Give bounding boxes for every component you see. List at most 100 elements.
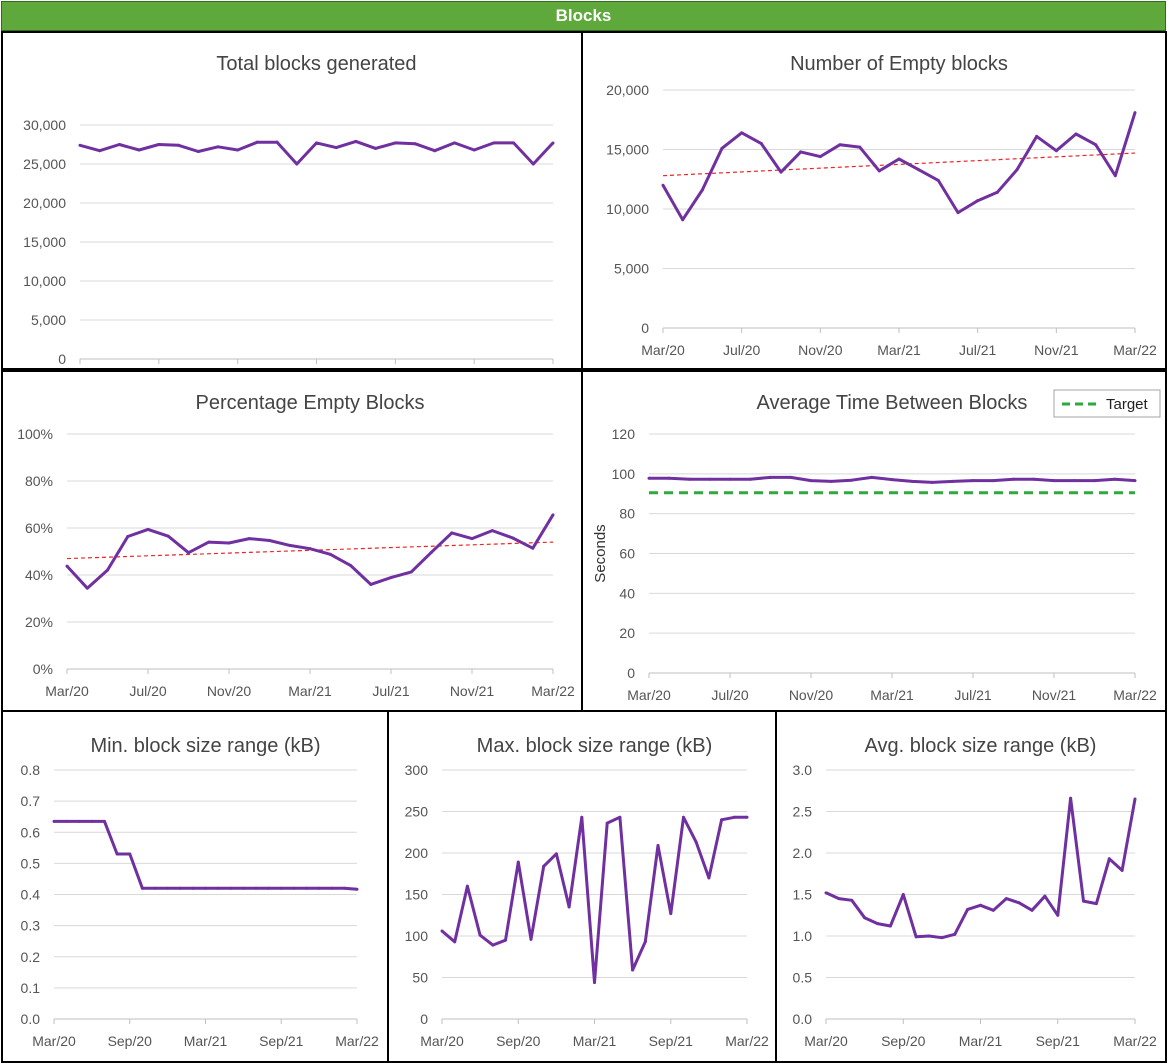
x-tick-label: Mar/20	[641, 342, 685, 358]
data-series-line	[661, 112, 1137, 222]
data-point	[191, 886, 195, 890]
x-tick-label: Mar/21	[877, 342, 921, 358]
legend-label: Target	[1106, 396, 1149, 413]
data-point	[153, 886, 157, 890]
y-tick-label: 2.5	[793, 804, 813, 820]
data-point	[809, 479, 813, 483]
data-point	[65, 564, 69, 568]
chart-title: Avg. block size range (kB)	[865, 735, 1097, 757]
x-tick-label: Mar/20	[420, 1033, 464, 1049]
data-point	[1133, 111, 1137, 115]
data-point	[433, 149, 437, 153]
data-point	[656, 844, 660, 848]
y-tick-label: 10,000	[606, 201, 649, 217]
y-tick-label: 25,000	[23, 156, 66, 172]
data-point	[940, 936, 944, 940]
x-tick-label: Jul/21	[954, 687, 992, 703]
x-tick-label: Mar/21	[959, 1033, 1003, 1049]
x-tick-label: Mar/21	[184, 1033, 228, 1049]
data-point	[707, 876, 711, 880]
data-point	[837, 897, 841, 901]
y-tick-label: 0.1	[21, 980, 41, 996]
data-point	[453, 940, 457, 944]
data-point	[292, 886, 296, 890]
data-point	[227, 541, 231, 545]
data-point	[593, 980, 596, 984]
data-point	[661, 183, 665, 187]
data-point	[976, 199, 980, 203]
max-size-chart: Max. block size range (kB) 0 50 100 150 200 25…	[405, 735, 769, 1049]
data-point	[196, 150, 200, 154]
data-point	[890, 478, 894, 482]
data-point	[1093, 479, 1096, 483]
data-point	[870, 475, 874, 479]
data-point	[440, 929, 444, 933]
y-tick-label: 0.5	[793, 970, 813, 986]
data-point	[140, 886, 144, 890]
data-point	[901, 893, 905, 896]
data-point	[927, 934, 931, 938]
data-point	[78, 143, 82, 147]
data-point	[115, 852, 119, 856]
data-point	[542, 864, 546, 868]
data-point	[472, 148, 476, 152]
x-tick-label: Sep/21	[1036, 1033, 1081, 1049]
chart-title: Max. block size range (kB)	[477, 735, 713, 757]
data-point	[529, 937, 533, 941]
chart-panel-max-size: Max. block size range (kB) 0 50 100 150 200 25…	[387, 710, 777, 1063]
data-point	[369, 582, 373, 586]
data-point	[254, 886, 258, 890]
data-point	[838, 143, 842, 147]
data-point	[850, 898, 854, 902]
data-point	[268, 538, 271, 542]
data-point	[178, 886, 182, 890]
y-tick-label: 0%	[33, 661, 53, 677]
chart-title: Average Time Between Blocks	[757, 392, 1028, 414]
data-point	[971, 479, 975, 483]
x-tick-label: Jul/20	[129, 683, 167, 699]
x-tick-label: Mar/20	[627, 687, 671, 703]
data-point	[667, 476, 671, 480]
chart-panel-avg-size: Avg. block size range (kB) 0.0 0.5 1.0 1.5 2.…	[775, 710, 1167, 1063]
data-point	[229, 886, 233, 890]
data-point	[953, 932, 957, 936]
data-point	[157, 143, 161, 146]
data-point	[850, 478, 853, 482]
x-tick-label: Mar/22	[1113, 1033, 1157, 1049]
y-tick-label: 1.5	[793, 887, 813, 903]
x-tick-label: Mar/22	[531, 683, 575, 699]
trendline	[66, 541, 554, 560]
data-point	[275, 140, 279, 144]
data-point	[52, 819, 56, 823]
data-point	[98, 149, 102, 153]
data-point	[204, 886, 207, 890]
data-point	[128, 852, 132, 856]
chart-title: Min. block size range (kB)	[90, 735, 320, 757]
data-point	[216, 886, 220, 890]
data-point	[413, 142, 417, 146]
y-tick-label: 0.8	[21, 762, 41, 778]
data-point	[551, 141, 555, 145]
y-tick-label: 120	[612, 426, 636, 442]
data-point	[1094, 143, 1098, 147]
data-point	[769, 475, 772, 479]
data-point	[177, 143, 181, 147]
data-point	[1113, 477, 1117, 481]
x-tick-label: Jul/21	[372, 683, 410, 699]
data-point	[241, 886, 245, 890]
x-tick-label: Jul/20	[723, 342, 761, 358]
x-tick-label: Mar/22	[335, 1033, 379, 1049]
data-point	[328, 552, 332, 556]
data-point	[465, 884, 469, 888]
data-point	[688, 477, 691, 481]
data-point	[669, 912, 673, 916]
data-point	[504, 938, 508, 942]
data-point	[1012, 477, 1015, 481]
y-tick-label: 5,000	[31, 312, 66, 328]
x-tick-label: Mar/22	[1113, 687, 1157, 703]
data-point	[1133, 479, 1137, 483]
data-point	[931, 480, 934, 484]
y-tick-label: 100	[612, 466, 636, 482]
data-point	[216, 145, 220, 149]
section-banner: Blocks	[1, 1, 1166, 31]
